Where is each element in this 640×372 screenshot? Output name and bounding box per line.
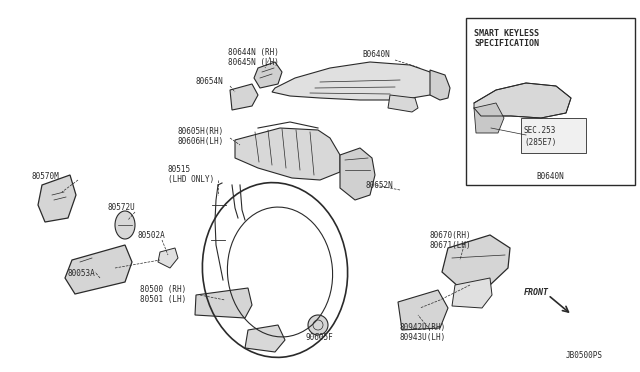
Text: (LHD ONLY): (LHD ONLY) (168, 175, 214, 184)
Polygon shape (38, 175, 76, 222)
Text: SMART KEYLESS: SMART KEYLESS (474, 29, 539, 38)
Polygon shape (65, 245, 132, 294)
Text: B0640N: B0640N (362, 50, 390, 59)
Polygon shape (195, 288, 252, 318)
Polygon shape (388, 95, 418, 112)
Text: 80501 (LH): 80501 (LH) (140, 295, 186, 304)
Text: B0640N: B0640N (536, 172, 564, 181)
Polygon shape (452, 278, 492, 308)
Polygon shape (272, 62, 440, 100)
Text: 80500 (RH): 80500 (RH) (140, 285, 186, 294)
Text: 80670(RH): 80670(RH) (430, 231, 472, 240)
Polygon shape (230, 84, 258, 110)
Polygon shape (340, 148, 375, 200)
Polygon shape (430, 70, 450, 100)
Text: 90605F: 90605F (306, 333, 333, 342)
Text: SEC.253: SEC.253 (524, 126, 556, 135)
Text: 80645N (LH): 80645N (LH) (228, 58, 279, 67)
Text: 80502A: 80502A (137, 231, 164, 240)
Text: (285E7): (285E7) (524, 138, 556, 147)
Polygon shape (235, 128, 340, 180)
Text: 80644N (RH): 80644N (RH) (228, 48, 279, 57)
Text: FRONT: FRONT (524, 288, 549, 297)
Polygon shape (474, 83, 571, 118)
Polygon shape (254, 62, 282, 88)
Circle shape (308, 315, 328, 335)
Polygon shape (474, 103, 504, 133)
Polygon shape (442, 235, 510, 288)
Bar (521, 118, 586, 153)
Polygon shape (245, 325, 285, 352)
Text: 80942U(RH): 80942U(RH) (400, 323, 446, 332)
Text: 80570M: 80570M (32, 172, 60, 181)
Text: 80654N: 80654N (196, 77, 224, 86)
Text: 80652N: 80652N (366, 181, 394, 190)
Polygon shape (398, 290, 448, 330)
Text: JB0500PS: JB0500PS (566, 351, 603, 360)
Text: 80671(LH): 80671(LH) (430, 241, 472, 250)
Text: 80053A: 80053A (68, 269, 96, 278)
Text: 80572U: 80572U (108, 203, 136, 212)
Bar (466, 18, 635, 185)
Text: SPECIFICATION: SPECIFICATION (474, 39, 539, 48)
Text: 80943U(LH): 80943U(LH) (400, 333, 446, 342)
Text: 80606H(LH): 80606H(LH) (177, 137, 223, 146)
Polygon shape (158, 248, 178, 268)
Text: 80605H(RH): 80605H(RH) (177, 127, 223, 136)
Text: 80515: 80515 (168, 165, 191, 174)
Ellipse shape (115, 211, 135, 239)
